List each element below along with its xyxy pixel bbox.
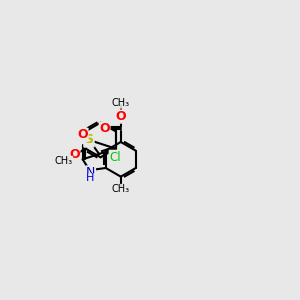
Text: O: O	[116, 110, 126, 123]
Text: CH₃: CH₃	[112, 184, 130, 194]
Text: Cl: Cl	[110, 151, 122, 164]
Text: O: O	[69, 148, 80, 161]
Text: CH₃: CH₃	[55, 156, 73, 166]
Text: H: H	[86, 173, 94, 184]
Text: N: N	[86, 166, 95, 179]
Text: CH₃: CH₃	[112, 98, 130, 108]
Text: O: O	[99, 122, 110, 135]
Text: S: S	[85, 134, 94, 146]
Text: O: O	[77, 128, 88, 141]
